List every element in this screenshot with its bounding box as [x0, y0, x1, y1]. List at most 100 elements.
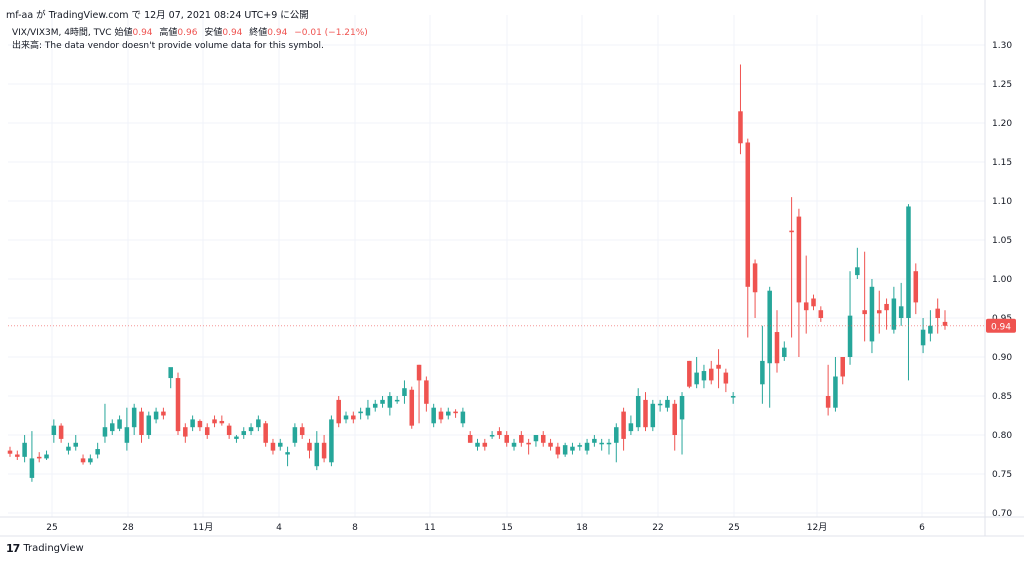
candle-body [833, 376, 838, 408]
candle-body [482, 442, 488, 447]
volume-note: 出来高: The data vendor doesn't provide vol… [12, 41, 324, 51]
candle-body [285, 452, 290, 455]
candle-body [679, 396, 685, 420]
x-tick-label: 28 [122, 523, 134, 533]
brand-name: TradingView [23, 543, 84, 554]
candle-body [7, 450, 13, 454]
candle-body [475, 442, 480, 447]
candle-body [891, 298, 897, 330]
candle-body [840, 357, 845, 377]
candle-body [716, 364, 721, 369]
y-tick-label: 1.20 [992, 119, 1012, 129]
candle-body [526, 442, 531, 445]
high-label: 高値 [159, 28, 178, 38]
candle-body [884, 303, 889, 311]
candle-body [58, 425, 64, 439]
y-tick-label: 0.70 [992, 509, 1012, 519]
candle-body [782, 347, 787, 357]
candle-body [789, 230, 794, 233]
candle-body [299, 427, 305, 435]
candle-body [592, 438, 597, 443]
candle-body [66, 446, 71, 451]
candle-body [920, 329, 926, 346]
x-tick-label: 18 [576, 523, 588, 533]
candle-body [15, 454, 20, 457]
candle-body [372, 403, 378, 408]
candle-body [818, 310, 824, 318]
candle-body [774, 332, 780, 364]
candle-body [270, 442, 276, 451]
candle-body [197, 420, 203, 428]
symbol-name: VIX/VIX3M, 4時間, TVC [12, 28, 112, 38]
candle-body [51, 425, 57, 435]
candle-body [409, 389, 415, 426]
tradingview-brand[interactable]: 17 TradingView [6, 542, 84, 555]
candle-body [241, 431, 247, 435]
candle-body [402, 388, 407, 396]
candle-body [22, 442, 27, 457]
candle-body [131, 407, 137, 428]
candle-body [124, 427, 130, 443]
candle-body [278, 442, 283, 447]
candle-body [168, 367, 173, 379]
candle-body [599, 442, 604, 445]
candle-body [825, 396, 831, 408]
y-tick-label: 1.30 [992, 41, 1012, 51]
y-tick-label: 0.75 [992, 470, 1012, 480]
grid [8, 15, 985, 517]
candle-body [584, 442, 590, 451]
candle-body [687, 360, 692, 387]
candle-body [263, 423, 268, 443]
change-value: −0.01 (−1.21%) [294, 28, 368, 38]
candle-body [424, 380, 429, 404]
candle-body [540, 435, 546, 443]
candle-body [321, 442, 327, 459]
candle-body [847, 315, 853, 357]
candle-body [314, 442, 320, 467]
candle-body [467, 435, 473, 443]
candle-body [248, 427, 254, 432]
candle-body [694, 372, 699, 385]
x-tick-label: 8 [352, 523, 358, 533]
candle-body [672, 403, 677, 435]
candle-body [635, 396, 641, 428]
x-tick-label: 12月 [807, 522, 827, 533]
candle-body [928, 325, 933, 334]
candle-body [730, 396, 736, 398]
candle-body [256, 419, 261, 428]
candle-body [723, 372, 729, 384]
candle-body [36, 456, 42, 459]
candle-body [504, 435, 509, 443]
candle-body [44, 454, 49, 459]
candle-body [497, 431, 502, 435]
candle-body [811, 298, 816, 307]
candle-body [519, 435, 524, 443]
candle-body [577, 445, 583, 447]
candle-body [431, 407, 436, 424]
candle-body [708, 368, 714, 381]
candle-body [307, 442, 312, 451]
candle-body [416, 364, 422, 381]
candle-body [855, 267, 860, 276]
candle-body [234, 436, 239, 439]
candle-body [438, 411, 444, 420]
candle-body [365, 407, 371, 416]
candle-body [460, 411, 466, 424]
candle-body [913, 271, 919, 303]
y-tick-label: 0.90 [992, 353, 1012, 363]
candle-body [219, 420, 225, 424]
candle-body [146, 415, 152, 435]
candle-body [226, 425, 232, 435]
close-label: 終値 [249, 28, 268, 38]
candles [7, 64, 948, 482]
candle-body [80, 458, 86, 463]
y-tick-label: 1.15 [992, 158, 1012, 168]
candle-body [533, 435, 539, 442]
candle-body [745, 142, 751, 287]
candle-body [796, 216, 802, 303]
last-price-badge [986, 318, 1016, 333]
close-value: 0.94 [267, 28, 288, 38]
candle-body [489, 435, 495, 437]
